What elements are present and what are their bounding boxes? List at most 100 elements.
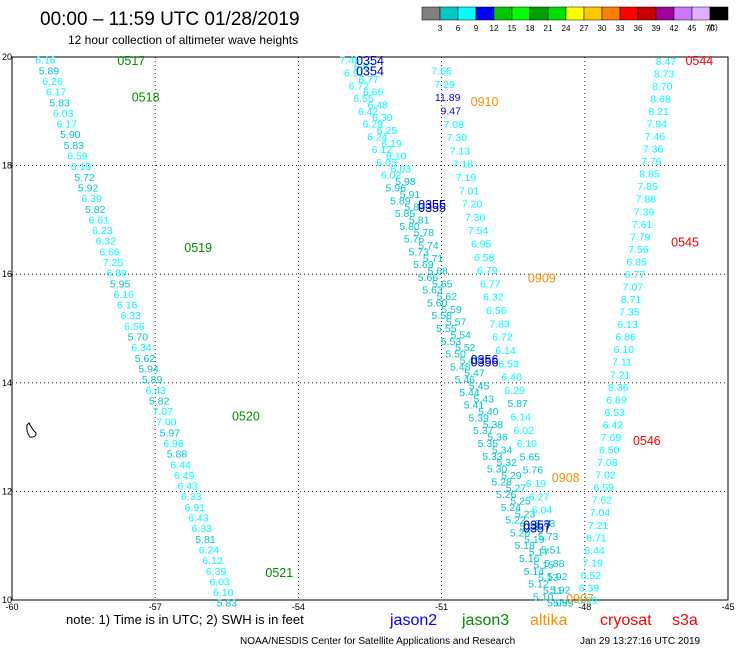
pass-time-label: 0354 — [356, 65, 384, 79]
swh-value: 5.59 — [553, 598, 574, 610]
swh-value: 7.11 — [612, 357, 632, 369]
swh-value: 5.82 — [85, 204, 106, 216]
swh-value: 5.55 — [436, 323, 457, 335]
swh-value: 5.34 — [492, 444, 513, 456]
swh-value: 6.89 — [606, 394, 627, 406]
swh-value: 5.94 — [138, 363, 159, 375]
colorbar-tick: 12 — [490, 24, 499, 33]
swh-value: 5.15 — [533, 559, 554, 571]
swh-value: 7.45 — [339, 55, 360, 67]
pass-time-label: 0354 — [356, 54, 384, 68]
swh-value: 6.29 — [504, 385, 525, 397]
swh-value: 6.10 — [614, 344, 635, 356]
swh-value: 5.78 — [414, 227, 435, 239]
pass-time-labels: 0517051805190520052103540354035503550356… — [117, 54, 713, 606]
swh-value: 6.02 — [514, 425, 535, 437]
swh-value: 8.21 — [648, 106, 669, 118]
swh-value: 11.89 — [435, 92, 461, 104]
colorbar-swatch — [439, 6, 459, 21]
pass-time-label: 0910 — [471, 95, 499, 109]
swh-value: 6.12 — [202, 555, 223, 567]
swh-value: 6.95 — [471, 239, 492, 251]
swh-value: 8.85 — [639, 169, 660, 181]
swh-value: 5.60 — [427, 297, 448, 309]
swh-value: 6.19 — [381, 138, 402, 150]
colorbar-tick: 36 — [634, 24, 643, 33]
swh-value: 5.83 — [535, 518, 556, 530]
pass-time-label: 0519 — [184, 241, 212, 255]
swh-value: 6.98 — [163, 438, 184, 450]
swh-value: 6.89 — [106, 268, 127, 280]
swh-value: 5.24 — [501, 502, 522, 514]
swh-value: 6.61 — [89, 214, 110, 226]
swh-value: 5.47 — [464, 368, 485, 380]
pass-time-label: 0546 — [633, 434, 661, 448]
swh-value: 7.07 — [623, 282, 644, 294]
swh-value: 7.18 — [453, 159, 474, 171]
colorbar-tick: 39 — [652, 24, 661, 33]
y-tick-label: 14 — [2, 378, 12, 388]
plot-frame-border — [11, 56, 729, 601]
swh-value: 6.43 — [145, 385, 166, 397]
swh-value: 5.54 — [450, 329, 471, 341]
plot-area — [11, 56, 729, 601]
colorbar-swatch — [457, 6, 477, 21]
swh-value: 5.53 — [441, 336, 462, 348]
pass-time-label: 0355 — [418, 201, 446, 215]
swh-value: 6.55 — [353, 93, 374, 105]
swh-value: 5.92 — [78, 182, 99, 194]
pass-time-label: 0521 — [265, 566, 293, 580]
swh-value: 5.98 — [395, 176, 416, 188]
swh-value: 6.87 — [354, 61, 375, 73]
swh-value: 6.29 — [362, 119, 383, 131]
colorbar-swatch — [619, 6, 639, 21]
x-tick-label: -54 — [292, 602, 305, 612]
swh-value: 6.77 — [625, 269, 646, 281]
swh-value: 5.96 — [386, 182, 407, 194]
swh-value: 5.59 — [441, 304, 462, 316]
y-tick-label: 20 — [2, 52, 12, 62]
x-tick-label: -60 — [5, 602, 18, 612]
legend-cryosat: cryosat — [600, 612, 652, 629]
swh-value: 6.26 — [42, 76, 63, 88]
swh-value: 7.85 — [637, 181, 658, 193]
swh-value: 6.39 — [579, 582, 600, 594]
swh-value: 8.70 — [652, 81, 673, 93]
swh-value: 6.58 — [474, 252, 495, 264]
swh-value: 6.19 — [71, 161, 92, 173]
swh-value: 6.25 — [377, 125, 398, 137]
swh-value: 7.19 — [456, 172, 477, 184]
swh-value: 7.13 — [450, 145, 471, 157]
swh-value: 5.72 — [74, 172, 95, 184]
pass-time-label: 0357 — [523, 519, 551, 533]
colorbar-tick: 18 — [526, 24, 535, 33]
swh-value: 5.62 — [135, 353, 156, 365]
swh-value: 5.51 — [541, 545, 562, 557]
swh-value: 5.83 — [64, 140, 85, 152]
swh-value: 5.21 — [520, 521, 541, 533]
swh-value: 6.17 — [57, 119, 78, 131]
swh-value: 6.03 — [53, 108, 74, 120]
swh-value: 7.25 — [103, 257, 124, 269]
swh-value: 6.77 — [480, 278, 501, 290]
swh-values: 6.165.896.266.175.836.036.175.905.836.59… — [35, 55, 676, 610]
swh-value: 6.53 — [604, 407, 625, 419]
swh-value: 7.94 — [647, 118, 668, 130]
swh-value: 8.71 — [621, 294, 642, 306]
swh-value: 5.83 — [217, 598, 238, 610]
swh-value: 6.14 — [495, 345, 516, 357]
swh-value: 5.48 — [450, 361, 471, 373]
y-tick-label: 18 — [2, 161, 12, 171]
gridlines — [12, 57, 728, 600]
swh-value: 5.23 — [515, 508, 536, 520]
swh-value: 5.62 — [437, 291, 458, 303]
swh-value: 6.66 — [99, 246, 120, 258]
swh-value: 6.42 — [603, 419, 624, 431]
swh-value: 6.56 — [124, 321, 145, 333]
swh-value: 7.08 — [444, 119, 465, 131]
y-tick-label: 12 — [2, 486, 12, 496]
swh-value: 5.69 — [413, 259, 434, 271]
swh-value: 5.33 — [482, 451, 503, 463]
swh-value: 5.49 — [460, 355, 481, 367]
swh-value: 5.83 — [49, 97, 70, 109]
